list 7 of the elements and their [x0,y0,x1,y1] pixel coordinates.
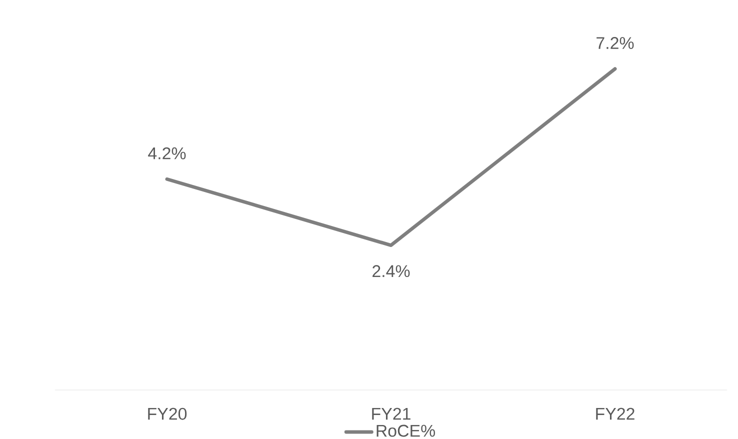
data-label: 4.2% [148,147,186,160]
x-tick-label: FY22 [596,408,634,420]
x-tick-label: FY21 [372,408,410,420]
data-label: 7.2% [596,37,634,49]
legend-label: RoCE% [376,424,436,437]
x-tick-label: FY20 [148,408,187,420]
data-label: 2.4% [372,265,410,278]
